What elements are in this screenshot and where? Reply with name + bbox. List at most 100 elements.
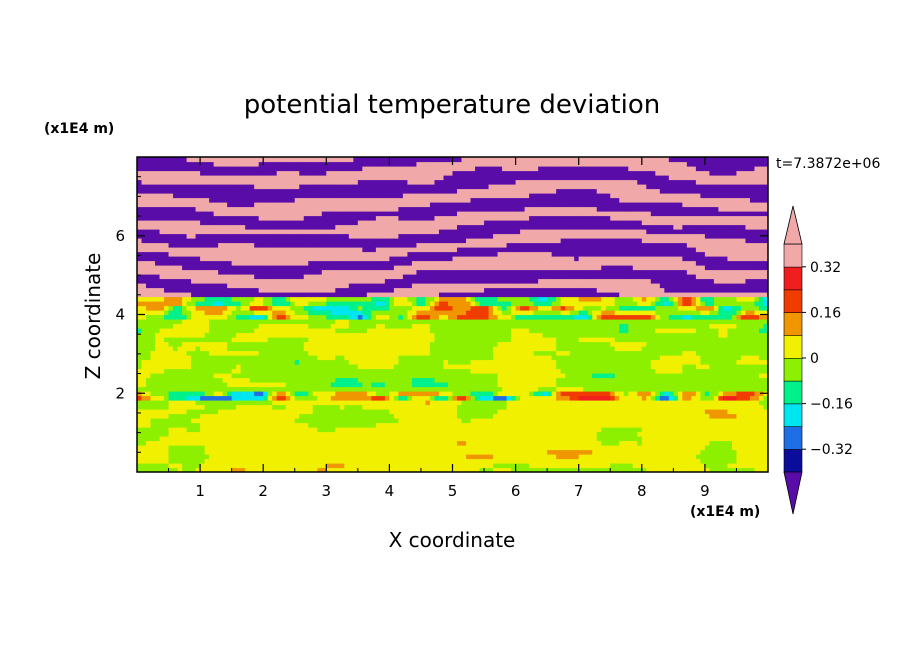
contour-cell — [164, 161, 170, 167]
contour-cell — [438, 310, 445, 316]
contour-cell — [168, 391, 174, 397]
contour-cell — [249, 301, 255, 307]
contour-cell — [402, 431, 409, 437]
contour-cell — [137, 220, 143, 226]
contour-cell — [425, 458, 431, 464]
contour-cell — [344, 256, 350, 262]
contour-cell — [393, 292, 400, 298]
contour-cell — [299, 274, 305, 280]
contour-cell — [173, 341, 179, 347]
contour-cell — [362, 296, 368, 302]
contour-cell — [200, 463, 206, 469]
contour-cell — [191, 314, 197, 320]
contour-cell — [191, 175, 197, 181]
contour-cell — [443, 368, 449, 374]
contour-cell — [276, 229, 282, 235]
contour-cell — [303, 233, 309, 239]
contour-cell — [209, 323, 215, 329]
contour-cell — [294, 449, 300, 455]
contour-cell — [317, 206, 323, 212]
contour-cell — [308, 161, 314, 167]
contour-cell — [411, 278, 418, 284]
contour-cell — [173, 256, 179, 262]
contour-cell — [285, 359, 291, 365]
contour-cell — [231, 166, 237, 172]
contour-cell — [452, 463, 458, 469]
contour-cell — [438, 193, 445, 199]
contour-cell — [384, 184, 390, 190]
contour-cell — [339, 314, 345, 320]
contour-cell — [285, 229, 291, 235]
contour-cell — [393, 242, 400, 248]
contour-cell — [366, 436, 372, 442]
contour-cell — [366, 233, 372, 239]
contour-cell — [137, 188, 143, 194]
contour-cell — [137, 350, 143, 356]
contour-cell — [236, 413, 242, 419]
contour-cell — [294, 202, 300, 208]
contour-cell — [398, 319, 404, 325]
contour-cell — [164, 409, 170, 415]
contour-cell — [321, 382, 327, 388]
contour-cell — [168, 301, 174, 307]
contour-cell — [227, 265, 233, 271]
contour-cell — [276, 364, 282, 370]
contour-cell — [276, 350, 282, 356]
contour-cell — [245, 305, 251, 311]
contour-cell — [263, 422, 269, 428]
contour-cell — [357, 157, 363, 163]
contour-cell — [240, 238, 246, 244]
contour-cell — [452, 220, 458, 226]
contour-cell — [303, 314, 309, 320]
contour-cell — [209, 184, 215, 190]
contour-cell — [249, 233, 255, 239]
contour-cell — [438, 287, 445, 293]
contour-cell — [407, 157, 413, 163]
contour-cell — [429, 364, 436, 370]
contour-cell — [443, 454, 449, 460]
contour-cell — [299, 427, 305, 433]
contour-cell — [402, 220, 409, 226]
contour-cell — [425, 211, 431, 217]
contour-cell — [267, 220, 273, 226]
contour-cell — [407, 215, 413, 221]
contour-cell — [416, 395, 422, 401]
contour-cell — [357, 242, 363, 248]
contour-cell — [308, 211, 314, 217]
contour-cell — [177, 305, 183, 311]
contour-cell — [335, 404, 341, 410]
contour-cell — [312, 310, 318, 316]
contour-cell — [141, 368, 147, 374]
contour-cell — [213, 301, 219, 307]
contour-cell — [434, 319, 440, 325]
contour-cell — [258, 197, 264, 203]
contour-cell — [227, 364, 233, 370]
contour-cell — [222, 323, 228, 329]
contour-cell — [222, 368, 228, 374]
contour-cell — [380, 233, 386, 239]
contour-cell — [240, 332, 246, 338]
contour-cell — [407, 296, 413, 302]
contour-cell — [155, 260, 161, 266]
contour-cell — [317, 386, 323, 392]
contour-cell — [155, 413, 161, 419]
contour-cell — [245, 350, 251, 356]
contour-cell — [218, 287, 224, 293]
contour-cell — [236, 454, 242, 460]
contour-cell — [146, 463, 152, 469]
contour-cell — [371, 251, 377, 257]
contour-cell — [443, 467, 449, 472]
contour-cell — [195, 440, 201, 446]
contour-cell — [285, 269, 291, 275]
contour-cell — [407, 305, 413, 311]
contour-cell — [213, 431, 219, 437]
contour-cell — [186, 202, 192, 208]
contour-cell — [303, 269, 309, 275]
contour-cell — [389, 382, 395, 388]
contour-cell — [249, 413, 255, 419]
contour-cell — [240, 386, 246, 392]
contour-cell — [227, 440, 233, 446]
contour-cell — [321, 233, 327, 239]
contour-cell — [227, 310, 233, 316]
contour-cell — [213, 427, 219, 433]
